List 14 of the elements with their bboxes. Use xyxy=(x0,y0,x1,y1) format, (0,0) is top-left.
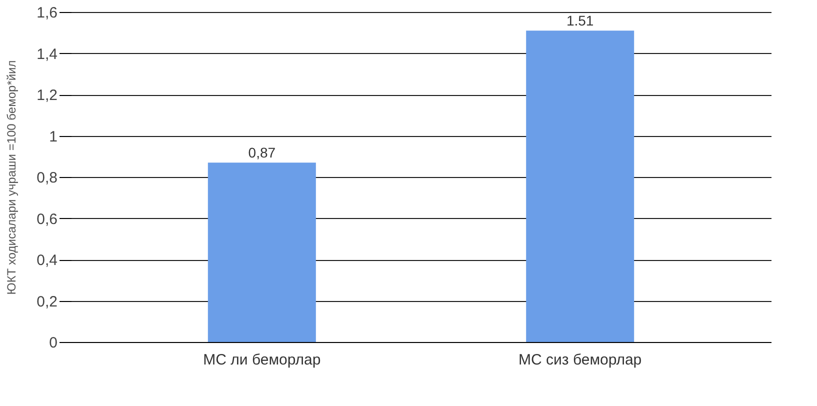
y-axis-title: ЮКТ ходисалари учраши =100 бемор*йил xyxy=(4,60,19,295)
y-tick-label: 0,2 xyxy=(36,293,58,310)
data-label: 1.51 xyxy=(566,12,594,29)
y-tick-label: 0,4 xyxy=(36,252,58,269)
y-tick-label: 0,8 xyxy=(36,170,58,186)
y-tick-label: 0,6 xyxy=(36,210,58,228)
y-tick-label: 1,2 xyxy=(36,87,58,104)
data-label: 0,87 xyxy=(248,144,276,161)
y-tick-label: 1 xyxy=(49,128,58,146)
y-tick-label: 1,4 xyxy=(36,46,58,63)
y-tick-label: 1,6 xyxy=(36,4,58,22)
x-tick-label: МС ли беморлар xyxy=(203,352,321,368)
x-tick-label: МС сиз беморлар xyxy=(518,352,642,368)
y-tick-label: 0 xyxy=(49,334,58,352)
